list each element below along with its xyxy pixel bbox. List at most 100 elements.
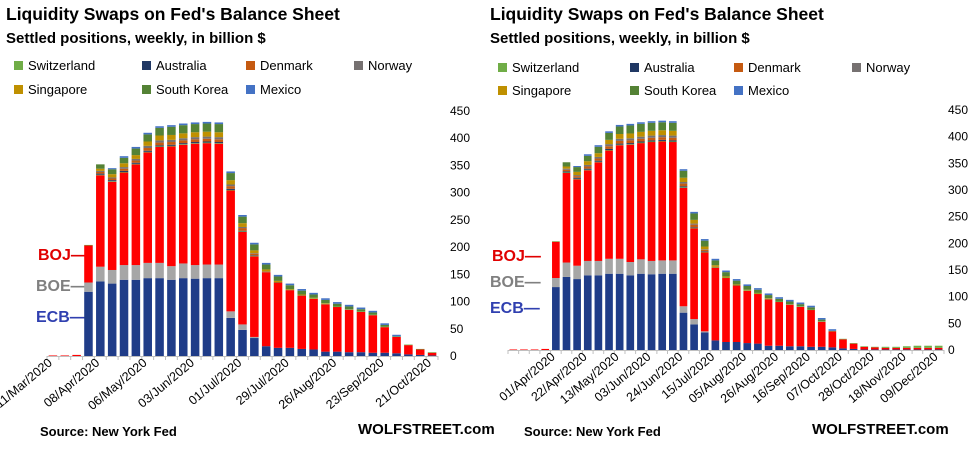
- legend-label: Australia: [156, 58, 207, 73]
- bar-ecb-22-jul-2020: [722, 342, 730, 350]
- bar-mexico-15-apr-2020: [107, 168, 117, 170]
- bar-australia-29-apr-2020: [594, 160, 603, 162]
- bar-australia-01-jul-2020: [690, 227, 698, 228]
- bar-singapore-06-may-2020: [605, 139, 613, 145]
- bar-switzerland-24-jun-2020: [679, 187, 688, 188]
- bar-boe-08-apr-2020: [96, 266, 105, 282]
- bar-norway-10-jun-2020: [202, 136, 212, 139]
- y-tick-label: 50: [948, 316, 962, 330]
- bar-switzerland-29-apr-2020: [131, 163, 141, 165]
- bar-ecb-16-sep-2020: [807, 346, 815, 350]
- bar-denmark-10-jun-2020: [658, 137, 667, 140]
- bar-mexico-30-sep-2020: [828, 329, 837, 331]
- bar-norway-17-jun-2020: [669, 135, 677, 138]
- annotation-boe-label: BOE: [490, 274, 525, 291]
- bar-australia-03-jun-2020: [647, 140, 656, 142]
- bar-ecb-16-sep-2020: [368, 352, 378, 356]
- bar-ecb-01-apr-2020: [84, 291, 93, 356]
- legend-label: Switzerland: [28, 58, 96, 73]
- bar-norway-03-jun-2020: [647, 135, 656, 138]
- bar-norway-15-apr-2020: [107, 177, 117, 179]
- bar-ecb-01-jul-2020: [690, 324, 698, 350]
- bar-boj-16-sep-2020: [807, 310, 815, 347]
- bar-ecb-01-jul-2020: [238, 329, 247, 356]
- bar-south-korea-15-apr-2020: [573, 167, 581, 172]
- bar-south-korea-17-jun-2020: [214, 124, 224, 133]
- bar-south-korea-09-sep-2020: [796, 304, 805, 307]
- bar-boj-08-apr-2020: [96, 175, 105, 267]
- legend-item-norway: Norway: [852, 60, 910, 75]
- bar-boj-19-aug-2020: [764, 299, 773, 346]
- bar-boe-01-apr-2020: [84, 282, 93, 292]
- bar-boj-21-oct-2020: [860, 346, 869, 350]
- bar-south-korea-16-sep-2020: [368, 312, 378, 315]
- bar-australia-15-apr-2020: [107, 180, 117, 182]
- legend-item-mexico: Mexico: [734, 83, 789, 98]
- bar-ecb-28-oct-2020: [871, 349, 879, 351]
- bar-australia-08-apr-2020: [562, 171, 571, 173]
- bar-norway-13-may-2020: [155, 140, 164, 143]
- bar-ecb-19-aug-2020: [321, 351, 330, 356]
- bar-boe-22-apr-2020: [583, 260, 592, 276]
- bar-boe-03-jun-2020: [190, 265, 200, 279]
- y-tick-label: 250: [450, 213, 470, 227]
- bar-south-korea-19-aug-2020: [764, 295, 773, 299]
- bar-south-korea-20-may-2020: [626, 125, 635, 134]
- bar-mexico-30-sep-2020: [392, 334, 401, 337]
- bar-mexico-24-jun-2020: [226, 171, 235, 174]
- bar-australia-15-apr-2020: [573, 177, 581, 179]
- bar-south-korea-09-sep-2020: [356, 309, 366, 312]
- bar-south-korea-15-jul-2020: [261, 264, 271, 270]
- bar-boe-01-jul-2020: [690, 319, 698, 325]
- bar-mexico-06-may-2020: [605, 131, 613, 133]
- bar-boj-06-may-2020: [605, 150, 613, 259]
- bar-denmark-13-may-2020: [615, 140, 624, 144]
- bar-singapore-05-aug-2020: [743, 289, 752, 291]
- bar-boj-01-apr-2020: [552, 241, 560, 278]
- y-tick-label: 350: [948, 156, 968, 170]
- bar-switzerland-09-sep-2020: [796, 306, 805, 307]
- bar-switzerland-16-sep-2020: [807, 309, 815, 311]
- bar-boj-04-nov-2020: [881, 347, 890, 350]
- bar-boe-10-jun-2020: [202, 264, 212, 279]
- bar-boj-26-aug-2020: [775, 302, 783, 346]
- bar-ecb-08-apr-2020: [562, 276, 571, 350]
- bar-switzerland-12-aug-2020: [309, 298, 318, 299]
- bar-boe-27-may-2020: [637, 259, 645, 274]
- y-tick-label: 150: [450, 267, 470, 281]
- legend-label: South Korea: [156, 82, 229, 97]
- bar-ecb-29-jul-2020: [285, 347, 295, 356]
- bar-denmark-01-jul-2020: [238, 228, 247, 231]
- bar-singapore-01-jul-2020: [238, 223, 247, 227]
- annotation-boe: BOE—: [490, 274, 541, 291]
- bar-ecb-26-aug-2020: [775, 345, 783, 350]
- bar-switzerland-08-jul-2020: [250, 255, 259, 257]
- bar-switzerland-08-apr-2020: [96, 174, 105, 176]
- bar-singapore-03-jun-2020: [647, 130, 656, 136]
- bar-australia-27-may-2020: [637, 141, 645, 143]
- legend-item-australia: Australia: [142, 58, 207, 73]
- bar-south-korea-03-jun-2020: [647, 122, 656, 131]
- bar-ecb-07-oct-2020: [404, 354, 413, 356]
- bar-switzerland-22-apr-2020: [119, 171, 129, 173]
- bar-denmark-06-may-2020: [605, 146, 613, 149]
- bar-ecb-15-apr-2020: [107, 283, 117, 356]
- bar-boj-02-sep-2020: [785, 304, 794, 347]
- annotation-boj: BOJ—: [38, 247, 87, 264]
- bar-singapore-15-jul-2020: [711, 265, 720, 267]
- bar-south-korea-24-jun-2020: [226, 173, 235, 181]
- bar-ecb-14-oct-2020: [849, 348, 858, 350]
- bar-mexico-26-aug-2020: [333, 302, 342, 304]
- bar-switzerland-01-apr-2020: [84, 244, 93, 246]
- bar-australia-08-apr-2020: [96, 173, 105, 175]
- bar-singapore-29-jul-2020: [285, 289, 295, 290]
- bar-ecb-01-apr-2020: [552, 287, 560, 350]
- bar-switzerland-01-jul-2020: [690, 227, 698, 229]
- bar-switzerland-29-apr-2020: [594, 161, 603, 163]
- bar-switzerland-29-jul-2020: [732, 284, 741, 286]
- bar-ecb-15-apr-2020: [573, 279, 581, 350]
- bar-boe-24-jun-2020: [679, 306, 688, 313]
- bar-ecb-21-oct-2020: [860, 349, 869, 351]
- bar-boj-29-apr-2020: [594, 162, 603, 261]
- bar-south-korea-29-jul-2020: [732, 280, 741, 285]
